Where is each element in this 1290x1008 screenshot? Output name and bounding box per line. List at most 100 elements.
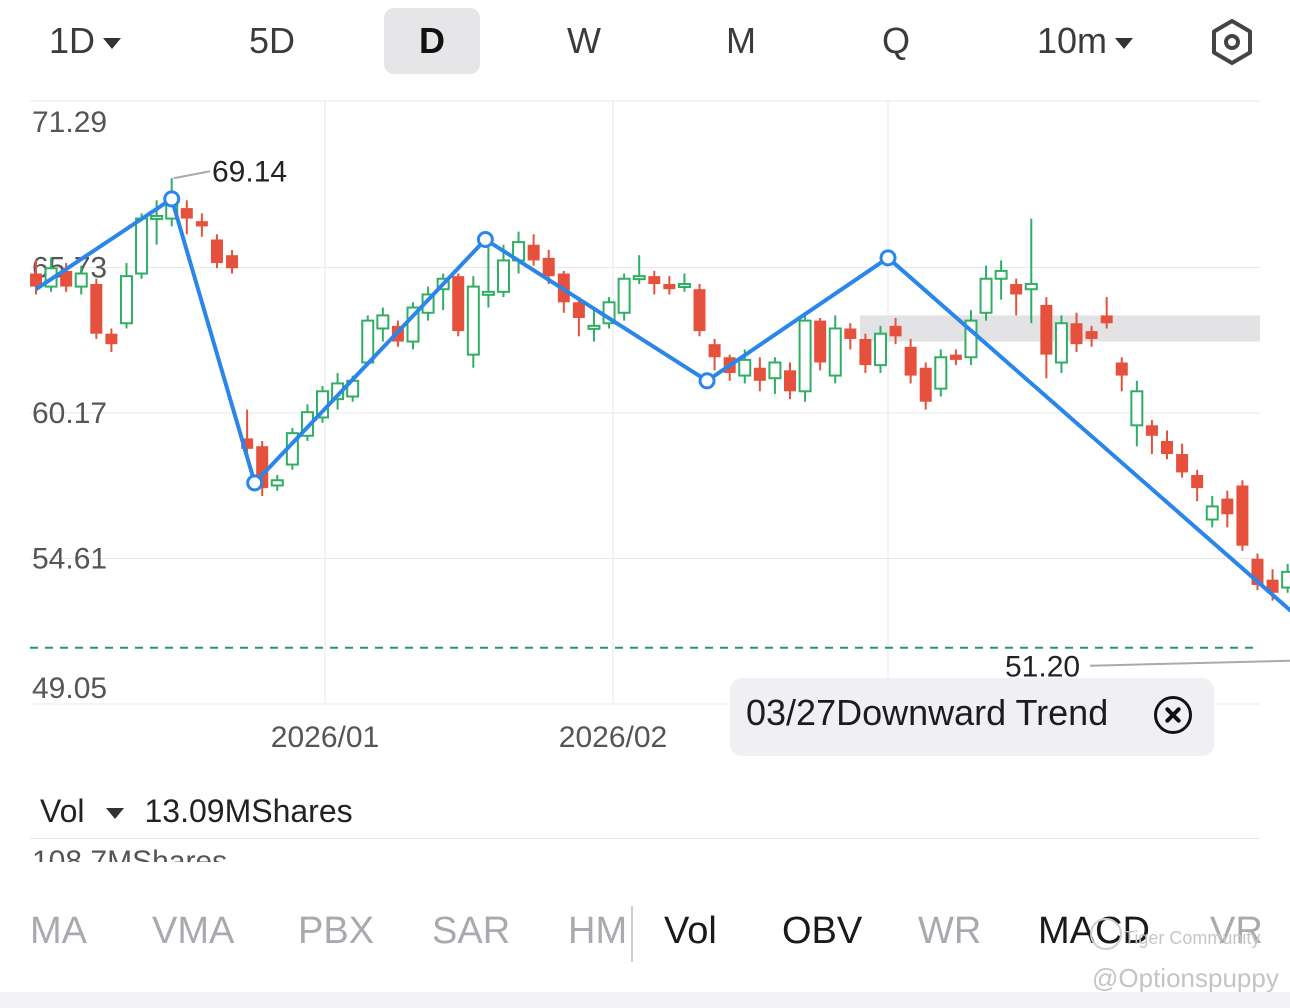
candle-body-down	[105, 333, 118, 345]
watermark-brand: Tiger Community	[1124, 928, 1261, 948]
candle-body-down	[1161, 441, 1173, 455]
candle-body-down	[60, 270, 73, 287]
volume-value: 13.09MShares	[144, 793, 353, 829]
trend-line	[34, 196, 1290, 613]
candle-body-up	[74, 272, 88, 288]
candle-body-up	[964, 319, 978, 359]
candle-body-down	[648, 276, 661, 284]
tab-d[interactable]: D	[384, 8, 480, 74]
candle-body-up	[1130, 390, 1144, 427]
indicator-bar: MA VMA PBX SAR HM Vol OBV WR MACD VR	[0, 900, 1290, 970]
candle-body-down	[949, 354, 962, 360]
low-leader-line	[1089, 659, 1290, 667]
trend-badge[interactable]: 03/27Downward Trend	[730, 678, 1214, 756]
candle-body-up	[632, 275, 646, 281]
tab-1d[interactable]: 1D	[40, 8, 130, 74]
candle-body-down	[814, 320, 827, 363]
indicator-divider	[631, 906, 633, 962]
period-tab-bar: 1D 5D D W M Q 10m	[0, 0, 1290, 88]
tab-q-label: Q	[881, 20, 910, 61]
tab-1d-label: 1D	[48, 20, 96, 61]
candle-body-down	[1236, 485, 1249, 546]
candle-body-down	[663, 283, 676, 290]
indicator-vol[interactable]: Vol	[664, 910, 717, 952]
volume-header[interactable]: Vol 13.09MShares	[40, 793, 353, 830]
trend-badge-text: 03/27Downward Trend	[746, 692, 1109, 733]
indicator-hm[interactable]: HM	[568, 910, 628, 952]
tab-m-label: M	[726, 20, 756, 61]
candle-body-up	[376, 314, 390, 330]
candle-body-down	[210, 239, 223, 264]
candle-body-down	[919, 367, 932, 402]
close-circle-icon[interactable]	[1154, 696, 1192, 734]
tab-5d[interactable]: 5D	[230, 8, 314, 74]
tab-d-label: D	[419, 20, 445, 61]
candle-body-up	[798, 319, 812, 393]
candle-body-down	[753, 367, 766, 381]
candle-body-up	[934, 356, 948, 390]
tab-w[interactable]: W	[552, 8, 616, 74]
y-tick-label: 49.05	[32, 672, 107, 705]
chevron-down-icon	[1115, 37, 1134, 49]
candlestick-chart[interactable]: 71.2965.7360.1754.6149.052026/012026/022…	[0, 0, 1290, 790]
candle-body-down	[1191, 475, 1204, 489]
candle-body-down	[708, 344, 721, 358]
candle-body-down	[180, 208, 193, 219]
indicator-vr[interactable]: VR	[1210, 910, 1263, 952]
trend-point	[879, 249, 897, 267]
x-tick-label: 2026/01	[271, 721, 379, 754]
candle-body-down	[90, 283, 103, 334]
candle-body-down	[527, 244, 540, 261]
tab-5d-label: 5D	[248, 20, 296, 61]
candle-body-up	[1205, 505, 1219, 521]
watermark-logo-icon	[1090, 918, 1122, 950]
candle-body-down	[889, 325, 902, 337]
candle-body-down	[542, 257, 555, 277]
candle-body-up	[361, 319, 375, 364]
divider	[30, 838, 1260, 839]
volume-axis-max: 108.7MShares	[32, 848, 272, 862]
candle-body-down	[1100, 315, 1113, 324]
high-price-label: 69.14	[212, 155, 287, 188]
trend-point	[246, 474, 264, 492]
candle-body-down	[1040, 304, 1053, 355]
candle-body-down	[859, 338, 872, 366]
candle-body-down	[693, 289, 706, 332]
candle-body-down	[1010, 283, 1023, 295]
candle-body-up	[150, 214, 164, 220]
candle-body-up	[466, 285, 480, 356]
indicator-vma[interactable]: VMA	[152, 910, 235, 952]
indicator-pbx[interactable]: PBX	[298, 910, 375, 952]
candle-body-up	[738, 358, 752, 377]
candle-body-down	[1221, 498, 1234, 515]
candle-body-down	[572, 302, 585, 319]
candle-body-down	[452, 276, 465, 332]
candle-body-up	[119, 275, 133, 325]
candle-body-down	[241, 438, 254, 449]
tab-q[interactable]: Q	[866, 8, 926, 74]
candle-body-down	[844, 328, 857, 339]
indicator-obv[interactable]: OBV	[782, 910, 863, 952]
y-tick-label: 71.29	[32, 106, 107, 139]
candle-body-up	[481, 290, 495, 296]
candle-body-up	[1281, 570, 1290, 589]
trend-point	[698, 372, 716, 390]
candle-body-down	[1145, 425, 1158, 436]
chevron-down-icon	[106, 808, 125, 820]
candle-body-down	[1115, 362, 1128, 376]
indicator-ma[interactable]: MA	[30, 910, 87, 952]
tab-10m[interactable]: 10m	[1026, 8, 1144, 74]
indicator-sar[interactable]: SAR	[432, 910, 511, 952]
y-tick-label: 54.61	[32, 543, 107, 576]
candle-body-up	[496, 259, 510, 293]
indicator-wr[interactable]: WR	[918, 910, 982, 952]
candle-body-down	[784, 370, 796, 392]
tab-m[interactable]: M	[708, 8, 774, 74]
candle-body-up	[979, 277, 993, 314]
candle-body-down	[904, 346, 917, 376]
y-tick-label: 60.17	[32, 397, 107, 430]
chevron-down-icon	[103, 37, 122, 49]
tab-w-label: W	[567, 20, 601, 61]
candle-body-up	[873, 332, 887, 367]
settings-hexagon-icon[interactable]	[1208, 18, 1256, 66]
